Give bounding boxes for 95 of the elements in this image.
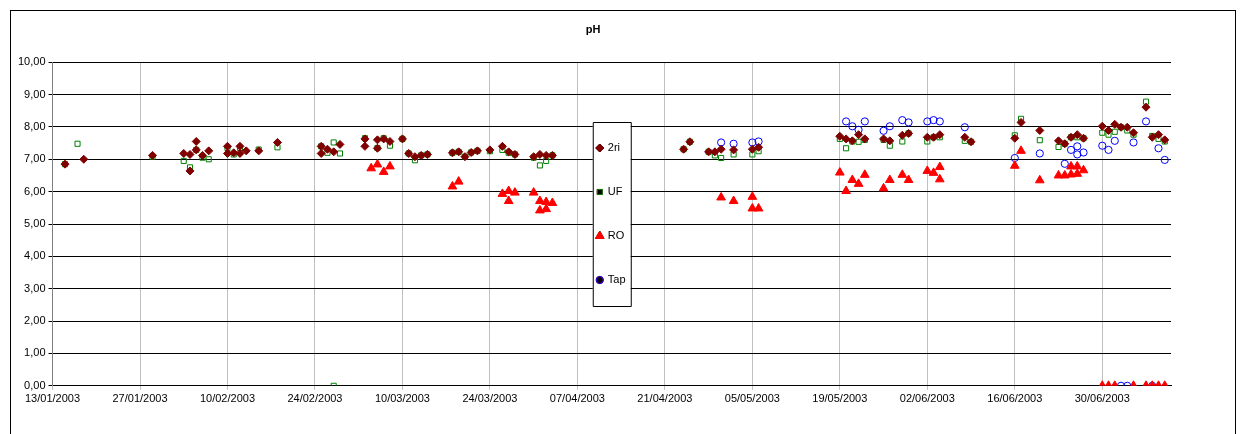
- point: [716, 191, 726, 201]
- point: [753, 202, 764, 212]
- point: [1072, 160, 1083, 170]
- point: [453, 176, 464, 185]
- point: [903, 174, 914, 183]
- point: [885, 122, 894, 131]
- point: [366, 162, 377, 172]
- point: [1016, 145, 1026, 154]
- point: [960, 123, 969, 132]
- point: [510, 187, 520, 196]
- point: [860, 117, 869, 126]
- point: [378, 166, 389, 175]
- point: [879, 126, 888, 135]
- point: [497, 188, 508, 197]
- x-tick-label: 07/04/2003: [549, 392, 605, 405]
- y-tick-label: 3,00: [24, 281, 46, 294]
- legend-label: 2ri: [607, 141, 620, 154]
- point: [535, 204, 545, 214]
- point: [503, 195, 514, 205]
- point: [854, 125, 863, 134]
- point: [898, 116, 907, 125]
- point: [1079, 148, 1088, 157]
- point: [1034, 174, 1045, 184]
- point: [528, 187, 539, 196]
- x-tick-label: 19/05/2003: [812, 392, 868, 405]
- x-tick-label: 10/03/2003: [374, 392, 430, 405]
- point: [748, 138, 757, 147]
- y-tick-label: 6,00: [24, 184, 46, 197]
- point: [1066, 145, 1076, 154]
- y-tick-label: 9,00: [24, 87, 46, 100]
- point: [897, 169, 908, 178]
- point: [847, 174, 858, 183]
- point: [878, 182, 889, 192]
- chart-title: pH: [585, 22, 601, 35]
- y-tick-label: 5,00: [24, 217, 46, 230]
- point: [853, 178, 864, 187]
- point: [934, 161, 945, 171]
- point: [884, 174, 895, 183]
- x-tick-label: 10/02/2003: [199, 392, 256, 405]
- point: [372, 158, 383, 168]
- point: [1073, 142, 1082, 151]
- point: [928, 167, 939, 176]
- x-tick-label: 21/04/2003: [637, 392, 693, 405]
- point: [717, 138, 726, 147]
- point: [729, 139, 738, 148]
- point: [1060, 159, 1069, 168]
- point: [1141, 117, 1151, 126]
- point: [1154, 144, 1163, 153]
- x-tick-label: 13/01/2003: [25, 392, 81, 405]
- point: [934, 173, 945, 183]
- point: [1129, 138, 1138, 147]
- point: [1110, 136, 1119, 145]
- y-tick-label: 4,00: [24, 249, 46, 262]
- point: [447, 180, 458, 190]
- x-tick-label: 16/06/2003: [987, 392, 1043, 405]
- point: [1078, 164, 1089, 174]
- point: [935, 117, 944, 126]
- point: [835, 167, 845, 176]
- point: [547, 197, 558, 206]
- legend-label: RO: [607, 229, 625, 242]
- point: [1160, 155, 1169, 165]
- point: [503, 185, 514, 194]
- point: [841, 185, 851, 194]
- point: [1035, 149, 1044, 158]
- x-tick-label: 05/05/2003: [724, 392, 780, 405]
- point: [747, 191, 758, 200]
- point: [1010, 153, 1019, 163]
- point: [848, 122, 857, 131]
- point: [923, 117, 932, 126]
- y-tick-label: 2,00: [24, 314, 46, 327]
- legend-label: UF: [607, 185, 623, 198]
- point: [860, 169, 870, 178]
- y-tick-label: 1,00: [24, 346, 46, 359]
- point: [1072, 168, 1083, 177]
- legend-label: Tap: [607, 273, 626, 286]
- point: [385, 160, 395, 170]
- point: [1104, 145, 1113, 154]
- point: [535, 195, 545, 205]
- y-tick-label: 7,00: [24, 152, 46, 165]
- x-tick-label: 02/06/2003: [899, 392, 955, 405]
- x-tick-label: 30/06/2003: [1074, 392, 1130, 405]
- point: [904, 118, 913, 127]
- y-tick-label: 0,00: [24, 378, 46, 391]
- point: [1073, 150, 1082, 159]
- point: [1009, 160, 1020, 169]
- point: [929, 116, 938, 125]
- x-tick-label: 27/01/2003: [112, 392, 168, 405]
- point: [754, 137, 763, 146]
- x-tick-label: 24/02/2003: [287, 392, 343, 405]
- point: [1098, 141, 1107, 150]
- x-tick-label: 24/03/2003: [462, 392, 518, 405]
- y-tick-label: 10,00: [18, 55, 46, 68]
- y-tick-label: 8,00: [24, 119, 46, 132]
- point: [728, 195, 739, 205]
- point: [841, 117, 851, 126]
